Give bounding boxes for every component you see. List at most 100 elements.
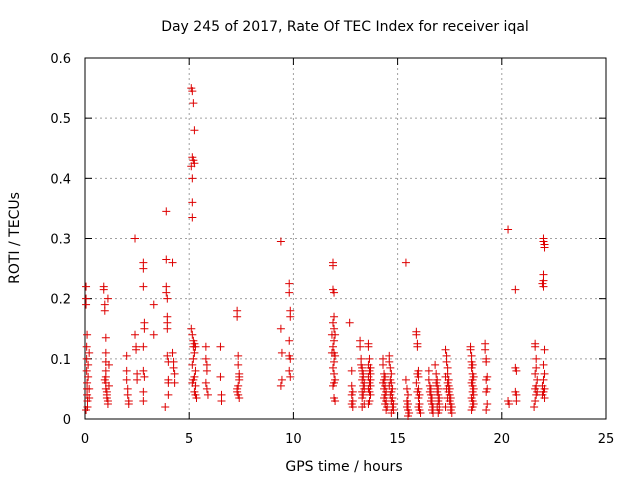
y-tick-label: 0.1 <box>50 353 71 368</box>
data-point <box>203 390 212 399</box>
grid-lines <box>85 58 606 419</box>
data-point <box>366 390 375 399</box>
data-point <box>285 279 294 288</box>
data-point <box>512 396 521 405</box>
data-point <box>202 384 211 393</box>
data-point <box>540 345 549 354</box>
data-point <box>188 174 197 183</box>
data-point <box>358 402 367 411</box>
data-point <box>447 408 456 417</box>
data-point <box>99 285 108 294</box>
data-point <box>189 354 198 363</box>
data-point <box>530 402 539 411</box>
data-point <box>104 381 113 390</box>
data-point <box>432 369 441 378</box>
data-point <box>386 363 395 372</box>
data-point <box>512 366 521 375</box>
data-point <box>347 366 356 375</box>
data-point <box>414 393 423 402</box>
data-point <box>82 405 91 414</box>
data-point <box>345 318 354 327</box>
data-point <box>104 360 113 369</box>
y-tick-label: 0.6 <box>50 52 71 67</box>
data-point <box>540 243 549 252</box>
data-point <box>191 342 200 351</box>
data-point <box>101 348 110 357</box>
data-point <box>540 369 549 378</box>
data-point <box>201 354 210 363</box>
data-point <box>169 363 178 372</box>
y-tick-label: 0.2 <box>50 293 71 308</box>
data-point <box>163 351 172 360</box>
data-point <box>482 375 491 384</box>
data-point <box>424 375 433 384</box>
data-point <box>511 285 520 294</box>
data-point <box>285 288 294 297</box>
x-tick-label: 10 <box>285 432 302 447</box>
data-point <box>330 324 339 333</box>
data-point <box>84 372 93 381</box>
x-tick-label: 5 <box>185 432 193 447</box>
data-point <box>330 357 339 366</box>
y-tick-label: 0.5 <box>50 112 71 127</box>
data-point <box>85 393 94 402</box>
data-point <box>162 207 171 216</box>
x-tick-label: 0 <box>81 432 89 447</box>
data-point <box>276 324 285 333</box>
data-point <box>122 351 131 360</box>
y-axis-title: ROTI / TECUs <box>7 192 23 284</box>
data-point <box>531 369 540 378</box>
data-point <box>441 372 450 381</box>
data-point <box>327 348 336 357</box>
data-point <box>328 381 337 390</box>
data-point <box>202 366 211 375</box>
data-point <box>358 393 367 402</box>
data-point <box>168 258 177 267</box>
data-point <box>190 348 199 357</box>
data-point <box>412 330 421 339</box>
data-point <box>100 300 109 309</box>
data-point <box>201 378 210 387</box>
data-point <box>482 357 491 366</box>
data-point <box>414 372 423 381</box>
data-point <box>481 345 490 354</box>
data-point <box>187 324 196 333</box>
data-point <box>532 354 541 363</box>
data-point <box>442 357 451 366</box>
data-point <box>364 399 373 408</box>
data-point <box>131 234 140 243</box>
data-point <box>441 402 450 411</box>
data-point <box>85 384 94 393</box>
data-point <box>327 330 336 339</box>
data-point <box>412 378 421 387</box>
data-point <box>401 375 410 384</box>
data-point <box>382 405 391 414</box>
data-point <box>82 354 91 363</box>
data-point <box>123 390 132 399</box>
tick-labels: 0 5 10 15 20 25 0 0.1 0.2 0.3 0.4 0.5 0.6 <box>50 52 614 447</box>
data-point <box>140 372 149 381</box>
data-point <box>539 282 548 291</box>
data-point <box>216 372 225 381</box>
data-point <box>201 342 210 351</box>
x-axis-title: GPS time / hours <box>285 459 402 475</box>
data-point <box>100 375 109 384</box>
data-point <box>356 342 365 351</box>
data-point <box>328 342 337 351</box>
data-point <box>276 237 285 246</box>
y-tick-label: 0 <box>63 413 71 428</box>
data-point <box>149 300 158 309</box>
data-points <box>82 84 549 420</box>
data-point <box>101 333 110 342</box>
data-point <box>192 393 201 402</box>
data-point <box>285 336 294 345</box>
data-point <box>540 393 549 402</box>
data-point <box>187 162 196 171</box>
data-point <box>504 225 513 234</box>
data-point <box>84 360 93 369</box>
data-point <box>190 126 199 135</box>
data-point <box>328 261 337 270</box>
data-point <box>103 294 112 303</box>
data-point <box>482 405 491 414</box>
data-point <box>416 408 425 417</box>
